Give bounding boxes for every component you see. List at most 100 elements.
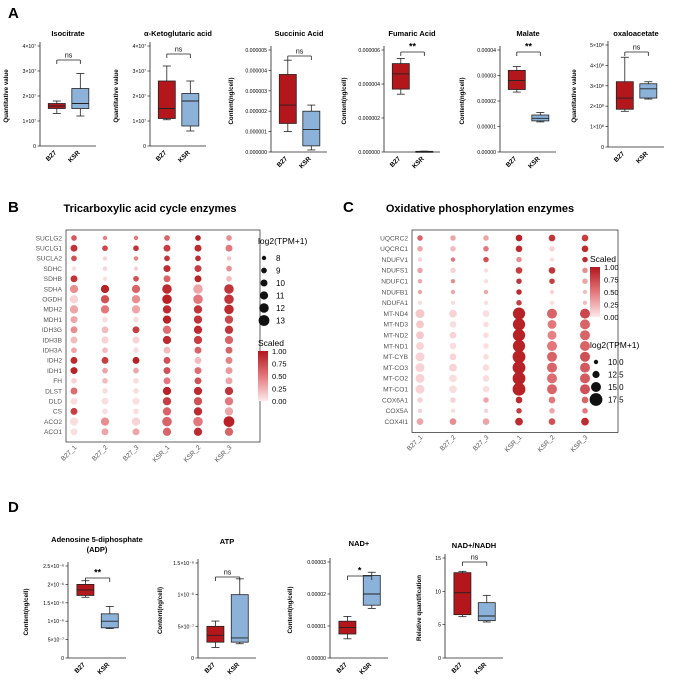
oxphos-color-legend-bar (590, 267, 600, 317)
akg-box-ksr (181, 93, 200, 127)
nad-box-ksr (362, 575, 381, 606)
oxphos-dot (580, 341, 590, 351)
tca-dot (69, 295, 79, 304)
oxphos-column-label: B27_2 (439, 434, 458, 453)
tca-dot (162, 305, 172, 314)
tca-color-legend-title: Scaled (258, 338, 284, 348)
oxphos-dot (415, 384, 425, 394)
tca-dot (100, 305, 110, 314)
tca-dot (224, 304, 234, 315)
akg-ytick-label: 3×10⁷ (132, 69, 146, 75)
oxphos-row-label: MT-ND3 (383, 322, 408, 329)
oxphos-dot (580, 330, 590, 341)
tca-frame (65, 229, 261, 443)
oxphos-dot (512, 361, 526, 374)
tca-dot (194, 265, 202, 273)
tca-dot (226, 275, 232, 282)
tca-size-legend-label: 13 (276, 317, 285, 326)
oxaloacetate-ytick-label: 5×10⁸ (590, 43, 604, 49)
oxphos-dot (512, 382, 526, 396)
nad-ytick-label: 0.00002 (307, 592, 326, 598)
tca-dot (194, 244, 202, 252)
oxphos-dot (547, 341, 557, 351)
tca-row-label: FH (53, 378, 62, 385)
oxphos-dot (512, 350, 526, 364)
adp-title: Adenosine 5-diphosphate (51, 535, 143, 544)
adp-ytick-label: 0 (61, 656, 64, 662)
oxphos-dot (417, 235, 423, 241)
tca-dot (70, 316, 78, 324)
tca-dot (69, 284, 79, 294)
malate-ytick-label: 0.00003 (477, 74, 496, 80)
oxphos-row-label: NDUFA1 (382, 300, 408, 307)
tca-dot (193, 325, 203, 334)
fumaric-box-b27 (391, 63, 410, 90)
tca-color-legend-tick: 0.00 (272, 397, 287, 406)
oxphos-dot (549, 289, 555, 295)
oxphos-dot (483, 408, 489, 413)
tca-size-legend-label: 10 (276, 279, 285, 288)
panel-label-c: C (343, 199, 354, 216)
malate-ytick-label: 0.00004 (477, 48, 496, 54)
oxphos-dot (512, 329, 526, 342)
group-label-ksr: KSR (67, 149, 82, 164)
oxphos-size-legend-label: 12.5 (608, 371, 624, 380)
tca-dot (194, 275, 202, 283)
tca-dot (162, 325, 172, 334)
oxphos-dot (581, 245, 589, 253)
malate-significance: ** (525, 42, 533, 52)
atp-ylabel: Content(ng/cell) (157, 587, 164, 634)
oxphos-dot (449, 321, 457, 328)
nadh_ratio-box-b27 (453, 572, 472, 616)
oxphos-dot (515, 245, 523, 253)
fumaric-ytick-label: 0.000004 (358, 82, 380, 88)
oxphos-dot (450, 397, 456, 403)
tca-size-legend-label: 9 (276, 267, 281, 276)
tca-dot (194, 356, 202, 364)
tca-dot (70, 428, 78, 436)
oxphos-dot (549, 300, 555, 305)
oxphos-dot (547, 330, 557, 340)
succinic-title: Succinic Acid (275, 29, 324, 38)
tca-dot (193, 294, 203, 304)
adp-ytick-label: 2.5×10⁻⁶ (43, 564, 64, 570)
oxphos-dot (483, 268, 489, 273)
oxphos-dot (482, 418, 490, 425)
tca-dot (131, 284, 141, 294)
tca-dot (194, 377, 202, 385)
fumaric-ytick-label: 0.000000 (358, 150, 380, 156)
nadh_ratio-significance: ns (471, 555, 479, 562)
succinic-ytick-label: 0.000003 (245, 89, 267, 95)
oxphos-dot (450, 289, 456, 295)
oxphos-row-label: UQCRC1 (380, 246, 408, 253)
oxphos-dot (450, 300, 456, 305)
tca-dot (70, 407, 78, 415)
oxphos-dot (417, 246, 423, 252)
oxaloacetate-ytick-label: 3×10⁸ (590, 84, 604, 90)
oxphos-dot (417, 397, 423, 403)
oxphos-dot (549, 246, 555, 252)
isocitrate-ylabel: Quantitative value (3, 69, 10, 123)
tca-size-legend-title: log2(TPM+1) (258, 236, 308, 246)
group-label-b27: B27 (45, 149, 59, 163)
oxphos-dot (417, 267, 423, 274)
tca-dot (164, 255, 170, 262)
tca-dot (162, 397, 172, 406)
tca-dot (224, 325, 234, 334)
oxphos-column-label: B27_3 (472, 434, 491, 453)
oxphos-dot (449, 309, 457, 318)
tca-dot (69, 417, 79, 426)
oxphos-dot (547, 373, 557, 384)
oxphos-dot (417, 257, 423, 262)
tca-dot (195, 255, 201, 262)
tca-dot (102, 367, 108, 374)
tca-dot (163, 244, 171, 252)
oxphos-row-label: NDUFV1 (382, 257, 409, 264)
tca-row-label: ACO2 (44, 419, 62, 426)
tca-dot (224, 294, 234, 304)
oxphos-dot (581, 396, 589, 404)
group-label-b27: B27 (613, 150, 627, 164)
tca-dot (193, 386, 203, 396)
oxphos-color-legend-tick: 0.50 (604, 288, 619, 297)
nad-significance: * (358, 566, 362, 576)
